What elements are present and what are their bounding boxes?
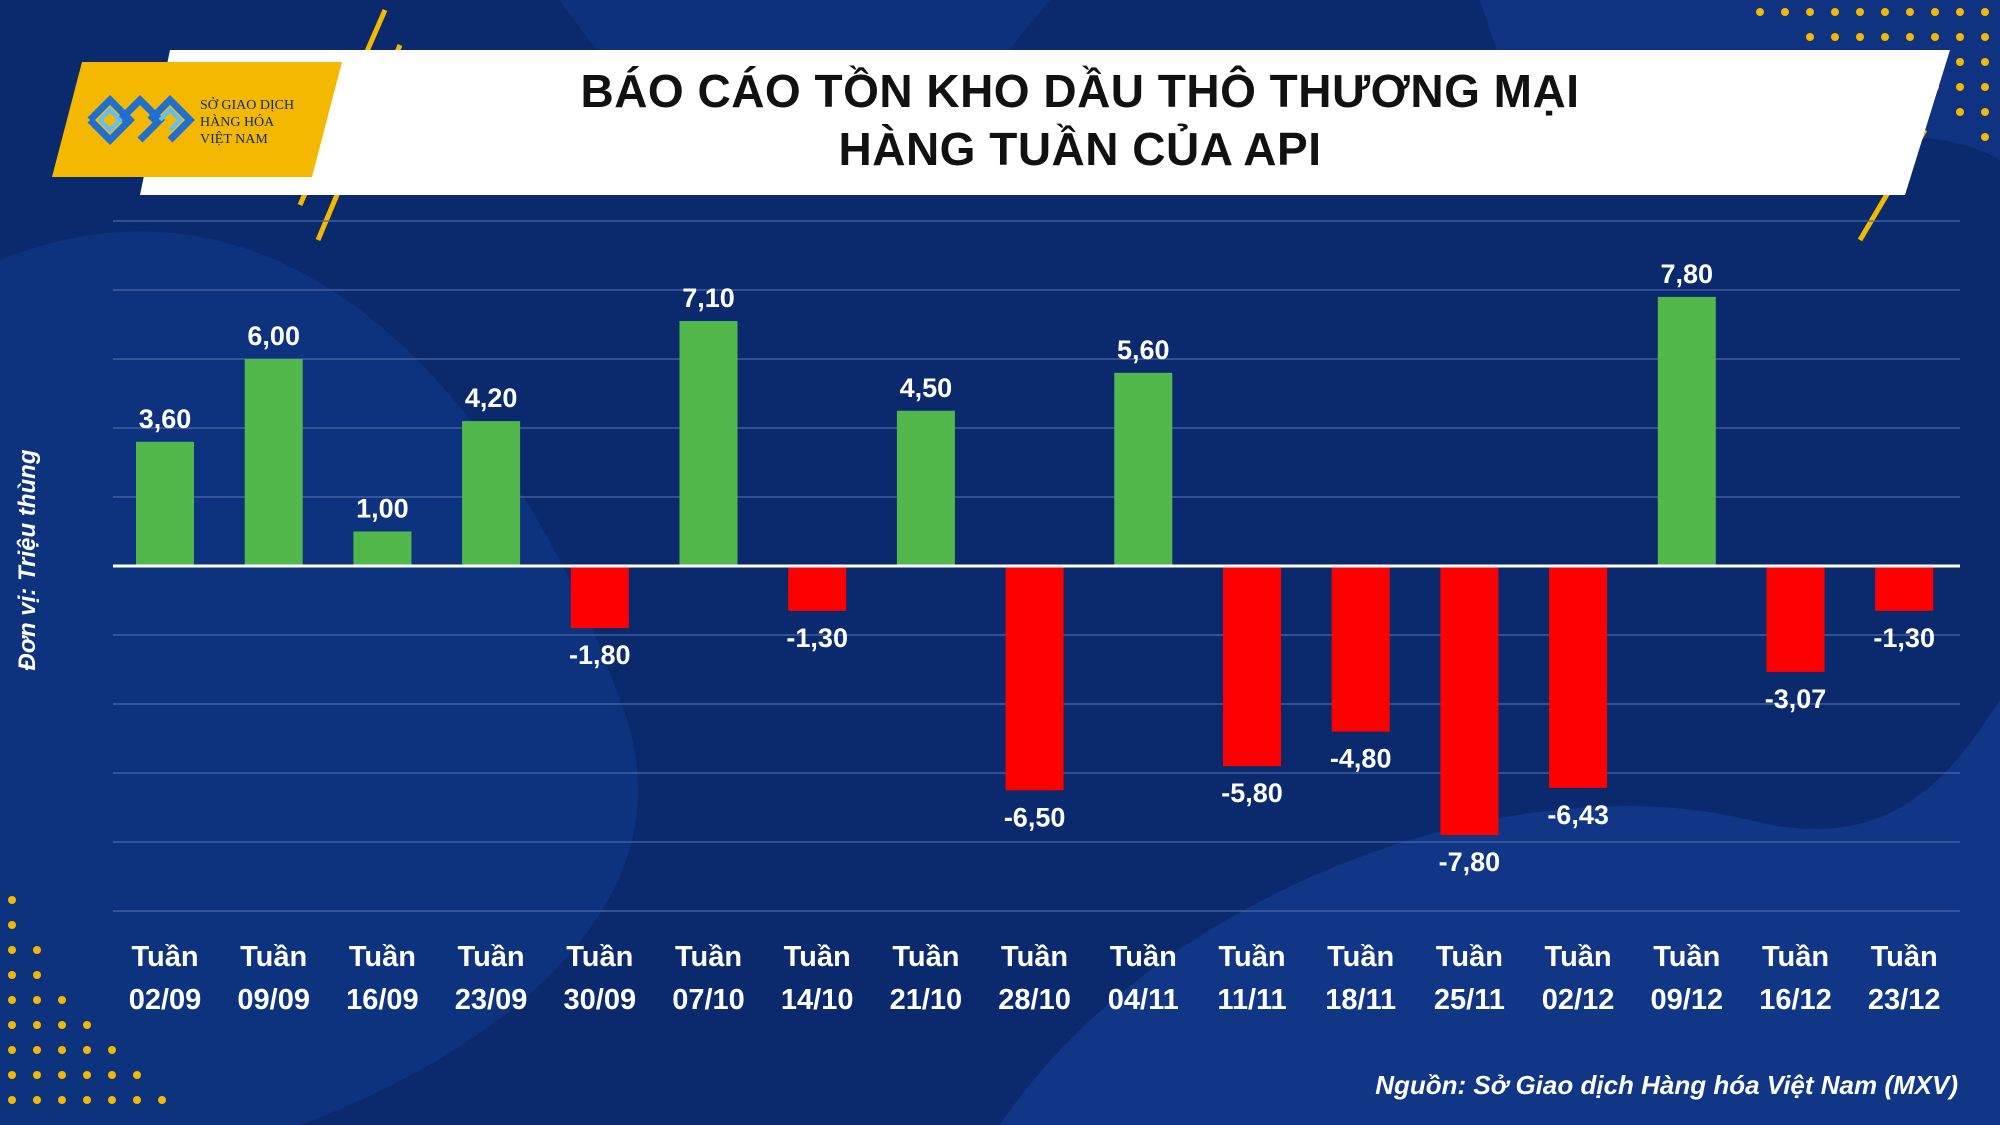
x-tick-label: 09/12: [1651, 984, 1724, 1016]
data-label: -1,80: [569, 640, 631, 670]
bar: [788, 566, 847, 611]
bar: [1005, 566, 1064, 791]
logo-badge: [52, 62, 342, 177]
data-label: 5,60: [1117, 335, 1170, 365]
data-label: -7,80: [1439, 847, 1501, 877]
x-tick-label: Tuần: [1762, 941, 1829, 973]
x-tick-labels: Tuần 02/09 Tuần 09/09 Tuần 16/09 Tuần 23/09 Tuần…: [129, 941, 1941, 1016]
x-tick-label: 16/09: [346, 984, 419, 1016]
bar: [1223, 566, 1281, 767]
x-tick-label: 25/11: [1434, 984, 1505, 1016]
data-label: -5,80: [1221, 778, 1283, 808]
bar: [570, 566, 629, 629]
logo-text: SỞ GIAO DỊCH HÀNG HÓA VIỆT NAM: [200, 97, 330, 148]
x-tick-label: Tuần: [1218, 941, 1285, 973]
data-label: 4,50: [900, 373, 953, 403]
data-label: -1,30: [1873, 623, 1935, 653]
bar: [244, 359, 303, 566]
title-banner: [140, 50, 1950, 195]
data-label: 3,60: [139, 404, 192, 434]
x-tick-label: 16/12: [1759, 984, 1832, 1016]
bar: [462, 421, 521, 566]
bar: [1114, 372, 1173, 566]
x-tick-label: Tuần: [240, 941, 307, 973]
data-label: -1,30: [786, 623, 848, 653]
x-tick-label: 11/11: [1217, 984, 1286, 1016]
bar: [1657, 296, 1716, 566]
logo-line: HÀNG HÓA: [200, 115, 275, 130]
x-tick-label: 23/12: [1868, 984, 1941, 1016]
data-label: 7,10: [682, 283, 735, 313]
page-title: BÁO CÁO TỒN KHO DẦU THÔ THƯƠNG MẠI HÀNG …: [330, 62, 1830, 178]
x-tick-label: 14/10: [781, 984, 854, 1016]
x-tick-label: Tuần: [1545, 941, 1612, 973]
bar: [136, 441, 194, 566]
source-note: Nguồn: Sở Giao dịch Hàng hóa Việt Nam (M…: [1375, 1070, 1958, 1100]
x-tick-label: Tuần: [131, 941, 198, 973]
bar: [1875, 566, 1934, 611]
bar: [1766, 566, 1825, 672]
data-label: -6,50: [1004, 802, 1066, 832]
logo-icon: [82, 62, 212, 177]
x-tick-label: 09/09: [237, 984, 310, 1016]
x-tick-label: Tuần: [349, 941, 416, 973]
x-tick-label: 23/09: [455, 984, 528, 1016]
data-label: 7,80: [1661, 259, 1714, 289]
logo-line: VIỆT NAM: [200, 132, 268, 147]
x-tick-label: 02/12: [1542, 984, 1615, 1016]
data-label: 4,20: [465, 383, 518, 413]
x-tick-label: Tuần: [892, 941, 959, 973]
x-tick-label: Tuần: [784, 941, 851, 973]
data-label: -4,80: [1330, 744, 1392, 774]
x-tick-label: Tuần: [1110, 941, 1177, 973]
value-labels: 3,60 6,00 1,00 4,20 -1,80 7,10 -1,30 4,50 -6,50 5…: [139, 259, 1935, 877]
x-tick-label: Tuần: [1436, 941, 1503, 973]
bar: [896, 410, 955, 566]
bar: [1331, 566, 1390, 732]
data-label: 1,00: [356, 494, 409, 524]
x-tick-label: Tuần: [675, 941, 742, 973]
bar: [1549, 566, 1608, 788]
x-tick-label: 04/11: [1108, 984, 1179, 1016]
x-tick-label: 28/10: [998, 984, 1071, 1016]
bar: [353, 531, 412, 566]
x-tick-label: Tuần: [566, 941, 633, 973]
x-tick-label: 18/11: [1325, 984, 1396, 1016]
data-label: -6,43: [1547, 800, 1609, 830]
title-line-2: HÀNG TUẦN CỦA API: [838, 123, 1322, 175]
logo-line: SỞ GIAO DỊCH: [200, 98, 295, 113]
x-tick-label: Tuần: [1871, 941, 1938, 973]
x-tick-label: 07/10: [672, 984, 745, 1016]
x-tick-label: 02/09: [129, 984, 202, 1016]
data-label: -3,07: [1765, 684, 1827, 714]
bar: [1440, 566, 1499, 836]
bar: [679, 321, 738, 566]
title-line-1: BÁO CÁO TỒN KHO DẦU THÔ THƯƠNG MẠI: [580, 65, 1580, 117]
x-tick-label: Tuần: [1653, 941, 1720, 973]
x-tick-label: Tuần: [458, 941, 525, 973]
x-tick-label: Tuần: [1001, 941, 1068, 973]
x-tick-label: 21/10: [890, 984, 963, 1016]
data-label: 6,00: [247, 321, 300, 351]
x-tick-label: 30/09: [564, 984, 637, 1016]
bars: [136, 296, 1934, 836]
x-tick-label: Tuần: [1327, 941, 1394, 973]
